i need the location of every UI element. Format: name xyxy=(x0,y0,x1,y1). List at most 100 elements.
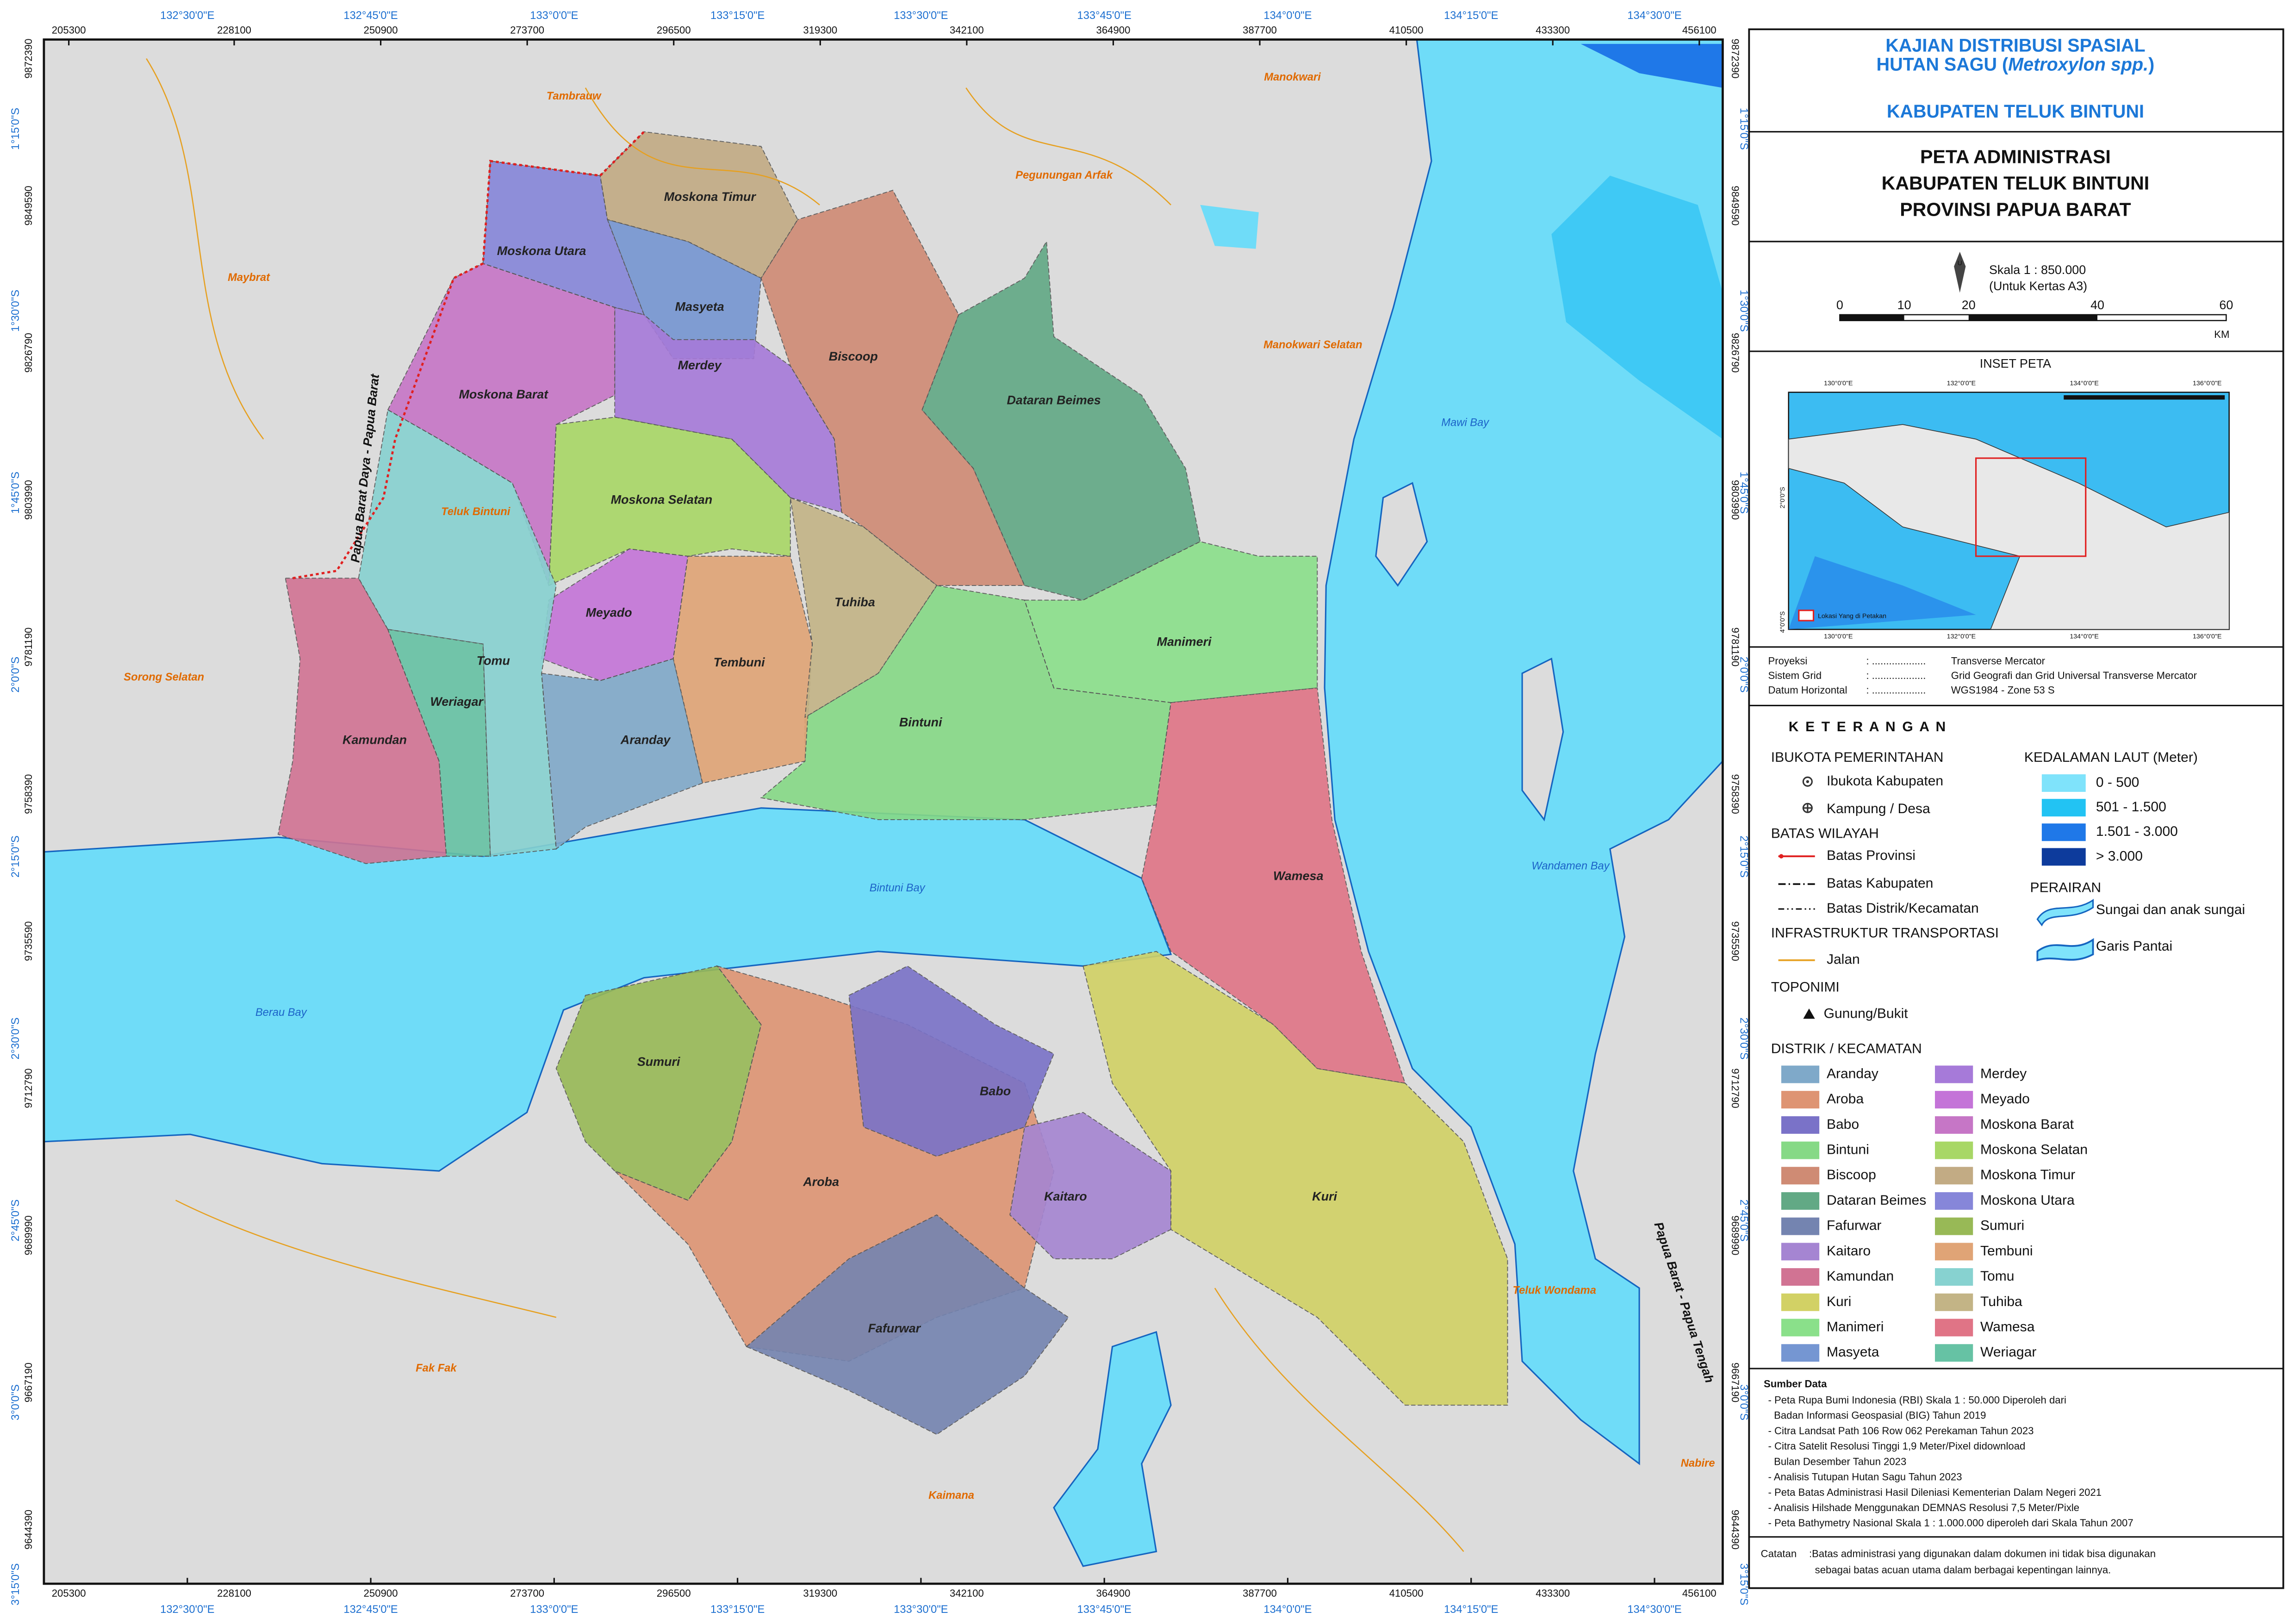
note-label: Catatan xyxy=(1761,1548,1797,1560)
depth-swatch xyxy=(2041,823,2086,841)
lat-label: 1°15'0"S xyxy=(1737,108,1749,150)
legend-road: Jalan xyxy=(1827,952,1860,967)
district-label: Merdey xyxy=(678,358,722,372)
lon-label: 134°0'0"E xyxy=(1263,10,1312,22)
legend-swatch xyxy=(1781,1293,1820,1311)
legend-swatch xyxy=(1934,1243,1973,1261)
lat-label: 1°30'0"S xyxy=(1737,290,1749,332)
legend-swatch xyxy=(1934,1293,1973,1311)
lon-label: 133°15'0"E xyxy=(710,10,765,22)
northing-label: 9872390 xyxy=(1729,38,1741,78)
source-line: - Citra Landsat Path 106 Row 062 Perekam… xyxy=(1768,1425,2034,1437)
easting-label: 250900 xyxy=(364,1587,398,1599)
easting-label: 228100 xyxy=(217,1587,251,1599)
northing-label: 9712790 xyxy=(23,1068,34,1108)
note-line: :Batas administrasi yang digunakan dalam… xyxy=(1809,1548,2156,1560)
source-line: Badan Informasi Geospasial (BIG) Tahun 2… xyxy=(1774,1410,1986,1421)
easting-label: 433300 xyxy=(1536,1587,1570,1599)
map-title: PROVINSI PAPUA BARAT xyxy=(1900,199,2131,220)
district-area xyxy=(672,555,813,784)
lon-label: 133°45'0"E xyxy=(1077,10,1132,22)
district-label: Bintuni xyxy=(899,715,942,729)
legend-district: Meyado xyxy=(1980,1091,2030,1107)
district-label: Manimeri xyxy=(1157,635,1212,649)
inset-lon: 130°0'0"E xyxy=(1824,633,1853,641)
legend-swatch xyxy=(1781,1192,1820,1210)
lon-label: 132°30'0"E xyxy=(160,1604,214,1616)
water-label: Mawi Bay xyxy=(1441,417,1490,429)
northing-label: 9667190 xyxy=(1729,1363,1741,1402)
source-line: - Analisis Tutupan Hutan Sagu Tahun 2023 xyxy=(1768,1471,1962,1483)
lat-label: 2°30'0"S xyxy=(1737,1017,1749,1059)
district-label: Aranday xyxy=(620,733,672,747)
legend-district: Merdey xyxy=(1980,1066,2027,1081)
depth-label: > 3.000 xyxy=(2096,848,2143,864)
legend-district: Kamundan xyxy=(1827,1269,1894,1284)
northing-label: 9689990 xyxy=(23,1215,34,1255)
inset-title: INSET PETA xyxy=(1980,357,2051,371)
district-area xyxy=(1024,541,1318,703)
title-line1: KAJIAN DISTRIBUSI SPASIAL xyxy=(1885,36,2145,56)
note-line: sebagai batas acuan utama dalam berbagai… xyxy=(1815,1564,2111,1575)
northing-label: 9735590 xyxy=(23,921,34,961)
legend-river: Sungai dan anak sungai xyxy=(2096,902,2245,917)
island xyxy=(1521,657,1564,821)
northing-label: 9781190 xyxy=(1729,628,1741,666)
scale-tick: 60 xyxy=(2219,298,2233,312)
legend-title: K E T E R A N G A N xyxy=(1789,719,1947,734)
lat-label: 2°45'0"S xyxy=(1737,1200,1749,1242)
legend-swatch xyxy=(1934,1116,1973,1134)
northing-label: 9826790 xyxy=(1729,333,1741,373)
easting-label: 273700 xyxy=(510,24,544,36)
legend-district: Sumuri xyxy=(1980,1218,2024,1233)
legend-swatch xyxy=(1781,1319,1820,1337)
map-body xyxy=(43,38,1723,1585)
legend-district: Biscoop xyxy=(1827,1167,1876,1182)
northing-label: 9781190 xyxy=(23,628,34,666)
region-label: Sorong Selatan xyxy=(124,672,204,684)
legend-infra-heading: INFRASTRUKTUR TRANSPORTASI xyxy=(1771,926,1999,941)
district-area xyxy=(358,409,557,857)
lat-label: 3°15'0"S xyxy=(10,1563,22,1605)
inset-lon: 132°0'0"E xyxy=(1947,633,1976,641)
lat-label: 2°15'0"S xyxy=(10,835,22,877)
easting-label: 319300 xyxy=(803,1587,837,1599)
projection-key: Sistem Grid xyxy=(1768,670,1822,681)
northing-label: 9644390 xyxy=(1729,1510,1741,1549)
lon-label: 133°15'0"E xyxy=(710,1604,765,1616)
lat-label: 1°45'0"S xyxy=(1737,472,1749,514)
lon-label: 133°0'0"E xyxy=(530,10,578,22)
region-label: Manokwari Selatan xyxy=(1263,339,1362,351)
north-label: U xyxy=(1958,260,1962,267)
northing-label: 9735590 xyxy=(1729,921,1741,961)
easting-label: 342100 xyxy=(950,24,984,36)
easting-label: 387700 xyxy=(1243,1587,1277,1599)
legend-swatch xyxy=(1781,1091,1820,1109)
scale-unit: KM xyxy=(2214,329,2229,340)
panel-dividers xyxy=(1749,131,2283,1538)
region-label: Kaimana xyxy=(928,1490,974,1502)
legend-district: Batas Distrik/Kecamatan xyxy=(1827,901,1979,916)
lat-label: 2°30'0"S xyxy=(10,1017,22,1059)
northing-label: 9803990 xyxy=(23,480,34,520)
district-area xyxy=(790,497,938,718)
scale-tick: 0 xyxy=(1836,298,1843,312)
legend-district: Tomu xyxy=(1980,1269,2014,1284)
inset-lon: 134°0'0"E xyxy=(2070,633,2098,641)
inset-lon: 132°0'0"E xyxy=(1947,380,1976,387)
region-label: Teluk Bintuni xyxy=(441,506,510,518)
legend-swatch xyxy=(1781,1268,1820,1286)
water-label: Berau Bay xyxy=(255,1007,308,1019)
legend-district: Moskona Timur xyxy=(1980,1167,2075,1182)
inset-lon: 130°0'0"E xyxy=(1824,380,1853,387)
lat-label: 2°45'0"S xyxy=(10,1200,22,1242)
inset-lat: 4°0'0"S xyxy=(1779,611,1786,633)
region-label: Manokwari xyxy=(1264,71,1321,83)
title-line3: KABUPATEN TELUK BINTUNI xyxy=(1887,101,2144,122)
lon-label: 132°45'0"E xyxy=(343,10,398,22)
district-area xyxy=(1009,1112,1172,1259)
district-label: Aroba xyxy=(802,1175,839,1189)
district-label: Kamundan xyxy=(342,733,407,747)
legend-swatch xyxy=(1934,1141,1973,1159)
